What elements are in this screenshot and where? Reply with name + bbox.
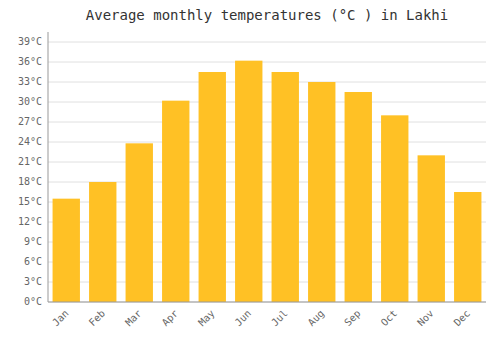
x-tick-label: May xyxy=(196,308,217,329)
grid-line xyxy=(48,102,486,103)
x-tick-label: Oct xyxy=(379,308,400,329)
x-tick-label: Dec xyxy=(452,308,473,329)
y-tick-label: 30°C xyxy=(18,96,42,107)
y-tick-label: 9°C xyxy=(24,236,42,247)
bar xyxy=(162,101,189,302)
grid-line xyxy=(48,42,486,43)
y-tick-label: 18°C xyxy=(18,176,42,187)
bar xyxy=(126,143,153,302)
y-tick-label: 6°C xyxy=(24,256,42,267)
y-tick-label: 39°C xyxy=(18,36,42,47)
y-axis: 0°C 3°C 6°C 9°C 12°C 15°C 18°C 21°C 24°C 27°C 30°C… xyxy=(18,36,42,307)
chart-title: Average monthly temperatures (°C ) in La… xyxy=(86,7,448,23)
grid-line xyxy=(48,142,486,143)
y-tick-label: 24°C xyxy=(18,136,42,147)
x-tick-label: Jun xyxy=(233,308,254,329)
x-axis: Jan Feb Mar Apr May Jun Jul Aug Sep Oct Nov Dec xyxy=(50,308,472,329)
chart-container: Average monthly temperatures (°C ) in La… xyxy=(0,0,500,350)
grid xyxy=(48,42,486,302)
chart-svg: Average monthly temperatures (°C ) in La… xyxy=(0,0,500,350)
y-axis-line xyxy=(48,32,49,302)
bar xyxy=(418,155,445,302)
y-tick-label: 33°C xyxy=(18,76,42,87)
grid-line xyxy=(48,62,486,63)
bar xyxy=(235,61,262,302)
bars xyxy=(53,61,482,302)
x-tick-label: Nov xyxy=(415,308,436,329)
x-tick-label: Aug xyxy=(306,308,327,329)
x-axis-line xyxy=(48,302,486,303)
bar xyxy=(272,72,299,302)
y-tick-label: 15°C xyxy=(18,196,42,207)
bar xyxy=(53,199,80,302)
y-tick-label: 3°C xyxy=(24,276,42,287)
grid-line xyxy=(48,302,486,303)
bar xyxy=(454,192,481,302)
y-tick-label: 36°C xyxy=(18,56,42,67)
y-tick-label: 12°C xyxy=(18,216,42,227)
y-tick-label: 0°C xyxy=(24,296,42,307)
x-tick-label: Sep xyxy=(342,308,363,329)
y-tick-label: 21°C xyxy=(18,156,42,167)
x-tick-label: Jan xyxy=(50,308,71,329)
x-tick-label: Jul xyxy=(269,308,290,329)
x-tick-label: Apr xyxy=(160,308,181,329)
grid-line xyxy=(48,122,486,123)
bar xyxy=(345,92,372,302)
bar xyxy=(308,82,335,302)
bar xyxy=(381,115,408,302)
y-tick-label: 27°C xyxy=(18,116,42,127)
bar xyxy=(199,72,226,302)
x-tick-label: Feb xyxy=(87,308,108,329)
x-tick-label: Mar xyxy=(123,308,144,329)
bar xyxy=(89,182,116,302)
grid-line xyxy=(48,82,486,83)
